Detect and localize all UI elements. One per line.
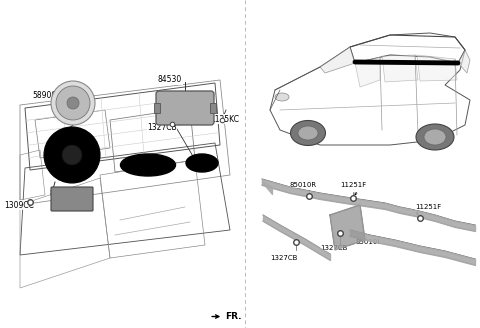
Text: 85010L: 85010L <box>355 239 381 245</box>
Text: 84530: 84530 <box>158 75 182 85</box>
Text: FR.: FR. <box>225 312 242 321</box>
Circle shape <box>56 86 90 120</box>
Text: 1125KC: 1125KC <box>210 114 239 124</box>
Text: 11251F: 11251F <box>415 204 441 210</box>
FancyBboxPatch shape <box>51 187 93 211</box>
FancyBboxPatch shape <box>156 91 214 125</box>
Circle shape <box>51 81 95 125</box>
Text: 1327CB: 1327CB <box>147 122 177 132</box>
Text: 85010R: 85010R <box>290 182 317 188</box>
Polygon shape <box>330 205 365 250</box>
Circle shape <box>67 97 79 109</box>
Ellipse shape <box>416 124 454 150</box>
Bar <box>210 103 216 113</box>
Text: 58900: 58900 <box>32 92 56 100</box>
Ellipse shape <box>290 120 325 146</box>
Ellipse shape <box>424 129 446 145</box>
Bar <box>154 103 160 113</box>
Polygon shape <box>320 47 355 73</box>
Polygon shape <box>382 55 418 82</box>
Ellipse shape <box>186 154 218 172</box>
Circle shape <box>62 145 82 165</box>
Circle shape <box>44 127 100 183</box>
Ellipse shape <box>275 93 289 101</box>
Text: 1327CB: 1327CB <box>270 255 298 261</box>
Text: 1309CC: 1309CC <box>4 200 34 210</box>
Polygon shape <box>458 50 470 73</box>
Text: 11251F: 11251F <box>340 182 366 188</box>
Ellipse shape <box>298 126 318 140</box>
Text: 88070: 88070 <box>50 189 74 197</box>
Ellipse shape <box>120 154 176 176</box>
Text: 1327CB: 1327CB <box>320 245 348 251</box>
Polygon shape <box>355 57 380 87</box>
Polygon shape <box>417 55 457 81</box>
